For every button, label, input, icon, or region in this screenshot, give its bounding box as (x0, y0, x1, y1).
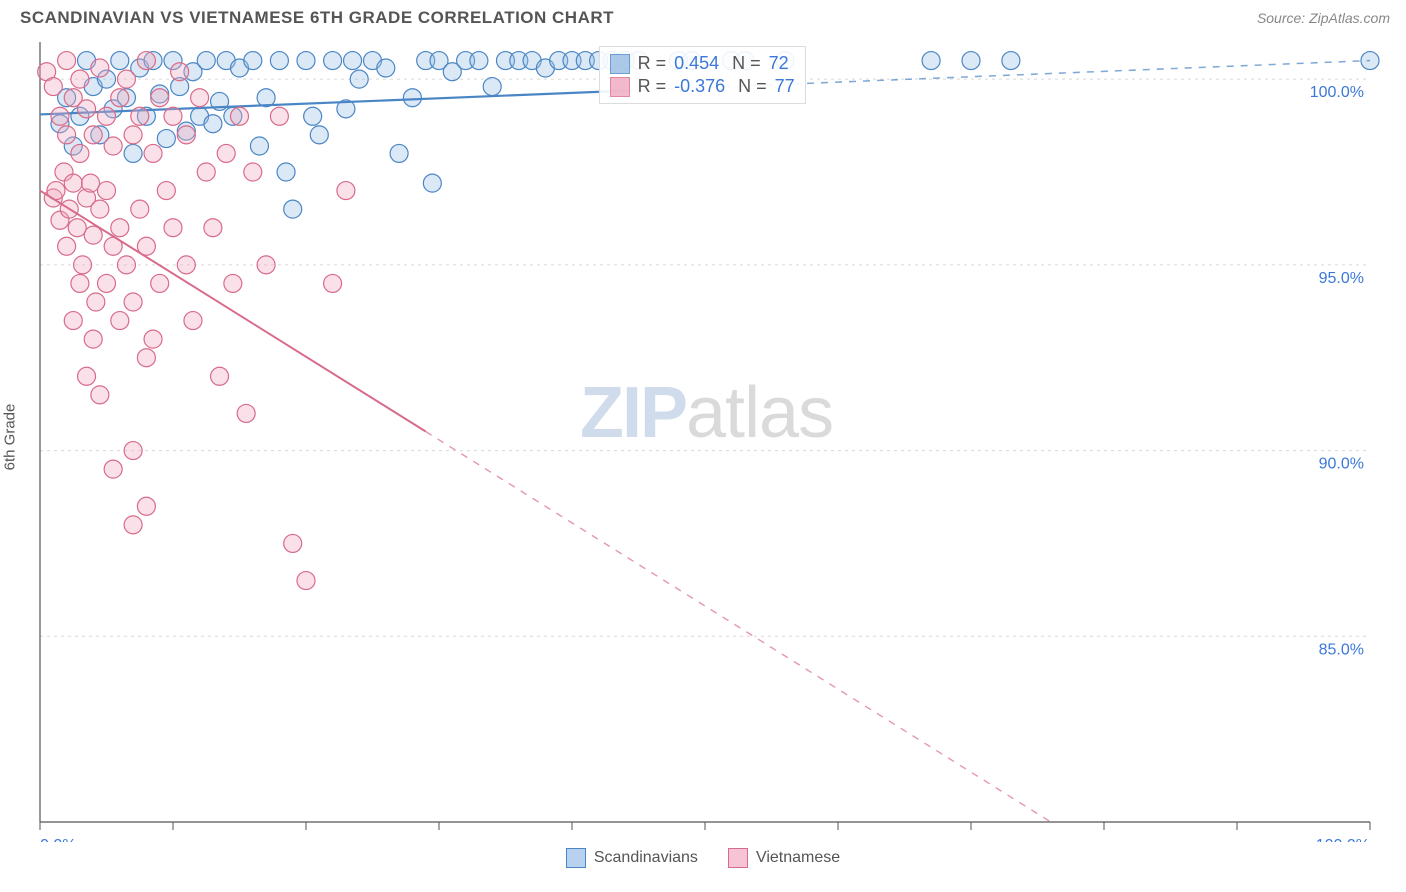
stats-row: R = -0.376 N = 77 (610, 76, 795, 97)
chart-title: SCANDINAVIAN VS VIETNAMESE 6TH GRADE COR… (20, 8, 614, 28)
svg-text:90.0%: 90.0% (1319, 456, 1364, 473)
legend-item: Scandinavians (566, 848, 698, 868)
svg-text:100.0%: 100.0% (1316, 837, 1370, 842)
svg-text:95.0%: 95.0% (1319, 270, 1364, 287)
legend-bottom: Scandinavians Vietnamese (0, 848, 1406, 868)
legend-label: Vietnamese (756, 849, 840, 867)
legend-item: Vietnamese (728, 848, 840, 868)
correlation-stats-box: R =0.454 N =72R =-0.376 N =77 (599, 46, 806, 104)
correlation-scatter-chart: 85.0% 90.0% 95.0% 100.0% 0.0% 100.0% (20, 32, 1390, 842)
n-label: N = (727, 53, 761, 74)
r-label: R = (638, 53, 667, 74)
r-value: 0.454 (674, 53, 719, 74)
chart-container: 6th Grade 85.0%90.0%95.0%100.0%0.0%100.0… (20, 32, 1390, 842)
y-axis-label: 6th Grade (2, 404, 19, 471)
chart-header: SCANDINAVIAN VS VIETNAMESE 6TH GRADE COR… (0, 0, 1406, 32)
r-value: -0.376 (674, 76, 725, 97)
n-label: N = (733, 76, 767, 97)
n-value: 77 (775, 76, 795, 97)
series-swatch (610, 77, 630, 97)
r-label: R = (638, 76, 667, 97)
n-value: 72 (769, 53, 789, 74)
source-label: Source: ZipAtlas.com (1257, 10, 1390, 26)
svg-text:0.0%: 0.0% (40, 837, 76, 842)
series-swatch (610, 54, 630, 74)
legend-swatch (728, 848, 748, 868)
stats-row: R = 0.454 N = 72 (610, 53, 795, 74)
legend-label: Scandinavians (594, 849, 698, 867)
svg-text:85.0%: 85.0% (1319, 641, 1364, 658)
svg-text:100.0%: 100.0% (1310, 84, 1364, 101)
legend-swatch (566, 848, 586, 868)
